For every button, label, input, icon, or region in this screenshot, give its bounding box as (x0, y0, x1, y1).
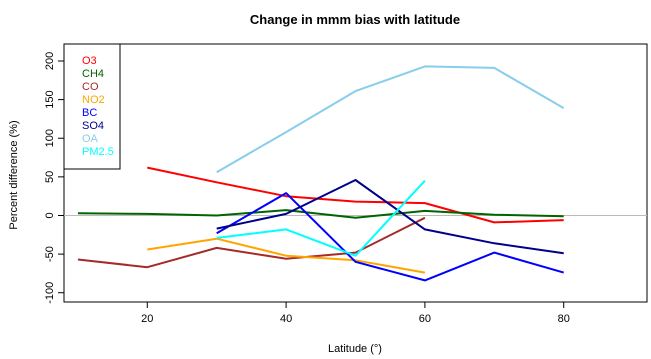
legend-label-ch4: CH4 (82, 68, 104, 80)
legend-label-so4: SO4 (82, 120, 104, 132)
x-tick-label: 80 (558, 313, 570, 325)
x-tick-label: 40 (280, 313, 292, 325)
series-line-o3 (147, 166, 564, 224)
legend-label-bc: BC (82, 107, 97, 119)
y-tick-label: 100 (44, 129, 56, 147)
series-line-co (77, 216, 426, 269)
series-layer (77, 65, 565, 282)
series-line-oa (216, 65, 565, 174)
chart-title: Change in mmm bias with latitude (250, 12, 460, 27)
series-line-so4 (216, 179, 564, 255)
y-tick-label: -100 (44, 282, 56, 304)
x-tick-label: 60 (419, 313, 431, 325)
legend-label-co: CO (82, 81, 99, 93)
series-line-ch4 (77, 209, 564, 219)
legend-box (63, 43, 121, 170)
legend-label-pm2-5: PM2.5 (82, 146, 114, 158)
x-axis: 20 40 60 80 (141, 302, 570, 325)
series-line-no2 (147, 237, 426, 274)
y-tick-label: 200 (44, 52, 56, 70)
plot-frame (63, 43, 648, 303)
legend-label-oa: OA (82, 133, 99, 145)
y-tick-label: 150 (44, 90, 56, 108)
y-tick-label: 0 (44, 212, 56, 218)
legend-label-no2: NO2 (82, 94, 105, 106)
y-tick-label: -50 (44, 246, 56, 262)
y-axis-label: Percent difference (%) (8, 120, 20, 229)
x-axis-label: Latitude (°) (328, 343, 382, 355)
legend-label-o3: O3 (82, 55, 97, 67)
series-line-pm2-5 (216, 180, 426, 257)
y-axis: -100 -50 0 50 100 150 200 (44, 52, 64, 304)
x-tick-label: 20 (141, 313, 153, 325)
y-tick-label: 50 (44, 171, 56, 183)
series-line-bc (216, 192, 564, 282)
